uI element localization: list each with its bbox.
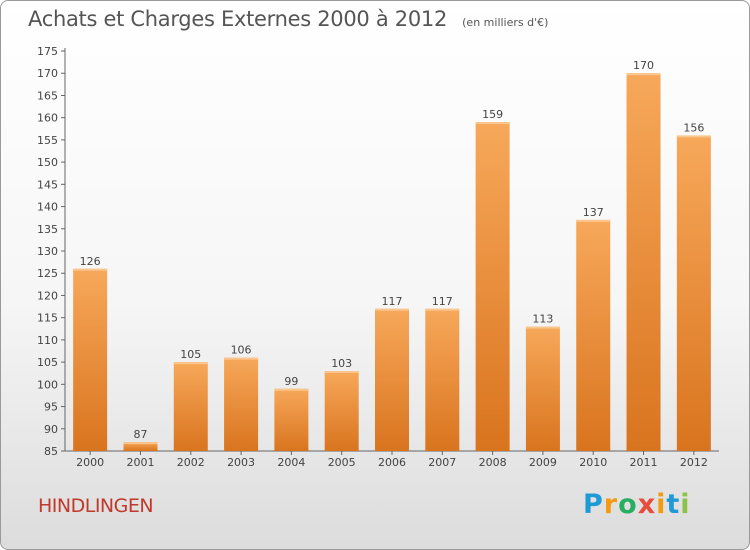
bar-highlight <box>676 135 711 138</box>
y-axis: 85 90 95 100 105 110 115 120 125 130 135 140 145 150 1… <box>37 45 66 458</box>
x-tick-label: 2009 <box>529 456 557 469</box>
logo-letter: i <box>680 489 691 520</box>
bar <box>324 371 359 451</box>
bar <box>173 362 208 451</box>
data-label: 106 <box>231 344 252 357</box>
y-tick-label: 135 <box>37 223 58 236</box>
proxiti-logo[interactable]: Proxiti <box>583 489 691 520</box>
y-tick-label: 140 <box>37 201 58 214</box>
data-label: 105 <box>180 348 201 361</box>
y-tick-label: 150 <box>37 156 58 169</box>
bar <box>626 73 661 451</box>
y-tick-label: 175 <box>37 45 58 58</box>
y-tick-label: 160 <box>37 112 58 125</box>
data-label: 137 <box>583 206 604 219</box>
bar-highlight <box>123 442 158 445</box>
x-tick-label: 2010 <box>579 456 607 469</box>
data-label: 159 <box>482 108 503 121</box>
x-tick-label: 2002 <box>177 456 205 469</box>
x-axis: 2000 2001 2002 2003 2004 2005 2006 2007 2008 2009… <box>65 450 719 469</box>
bar-highlight <box>475 122 510 125</box>
x-tick-label: 2005 <box>328 456 356 469</box>
data-label: 87 <box>133 428 147 441</box>
bar <box>576 219 611 451</box>
x-tick-label: 2006 <box>378 456 406 469</box>
bar <box>73 268 108 451</box>
y-tick-label: 130 <box>37 245 58 258</box>
data-label: 170 <box>633 59 654 72</box>
bar <box>274 388 309 451</box>
bar-highlight <box>324 371 359 373</box>
bar <box>123 442 158 451</box>
logo-letter: x <box>637 489 657 520</box>
x-tick-label: 2012 <box>680 456 708 469</box>
bar-highlight <box>173 362 208 365</box>
logo-letter: o <box>618 489 638 520</box>
x-tick-label: 2003 <box>227 456 255 469</box>
data-label: 126 <box>80 255 101 268</box>
data-label: 117 <box>382 295 403 308</box>
x-tick-label: 2007 <box>428 456 456 469</box>
x-tick-label: 2000 <box>76 456 104 469</box>
x-tick-label: 2004 <box>277 456 305 469</box>
bar-highlight <box>525 326 560 329</box>
y-tick-label: 170 <box>37 67 58 80</box>
bar-highlight <box>626 73 661 76</box>
bar-series: 126 87 105 106 99 103 117 117 159 113 137 170 156 <box>73 59 711 451</box>
x-tick-label: 2011 <box>630 456 658 469</box>
y-tick-label: 110 <box>37 334 58 347</box>
bar <box>425 308 460 451</box>
y-tick-label: 145 <box>37 178 58 191</box>
y-tick-label: 155 <box>37 134 58 147</box>
bar-highlight <box>73 268 108 271</box>
data-label: 117 <box>432 295 453 308</box>
data-label: 156 <box>683 121 704 134</box>
bar <box>224 357 259 451</box>
data-label: 103 <box>331 357 352 370</box>
y-tick-label: 105 <box>37 356 58 369</box>
y-tick-label: 120 <box>37 289 58 302</box>
y-tick-label: 125 <box>37 267 58 280</box>
x-tick-label: 2008 <box>479 456 507 469</box>
bar <box>676 135 711 451</box>
town-name: HINDLINGEN <box>38 495 154 517</box>
y-tick-label: 85 <box>44 445 58 458</box>
logo-letter: P <box>583 489 604 520</box>
data-label: 113 <box>532 313 553 326</box>
bar <box>475 122 510 451</box>
bar <box>525 326 560 451</box>
bar-highlight <box>425 308 460 311</box>
logo-letter: t <box>666 489 681 520</box>
chart-title: Achats et Charges Externes 2000 à 2012 (… <box>28 7 548 31</box>
bar-highlight <box>274 388 309 391</box>
y-tick-label: 115 <box>37 312 58 325</box>
x-tick-label: 2001 <box>126 456 154 469</box>
unit-label: (en milliers d'€) <box>462 16 549 29</box>
bar-highlight <box>576 219 611 222</box>
y-tick-label: 90 <box>44 423 58 436</box>
logo-letter: r <box>603 489 619 520</box>
data-label: 99 <box>284 375 298 388</box>
y-tick-label: 100 <box>37 378 58 391</box>
bar <box>375 308 409 451</box>
y-tick-label: 165 <box>37 89 58 102</box>
title-text: Achats et Charges Externes 2000 à 2012 <box>28 7 448 31</box>
logo-letter: i <box>656 489 667 520</box>
y-tick-label: 95 <box>44 401 58 414</box>
bar-highlight <box>224 357 259 360</box>
bar-highlight <box>375 308 409 311</box>
